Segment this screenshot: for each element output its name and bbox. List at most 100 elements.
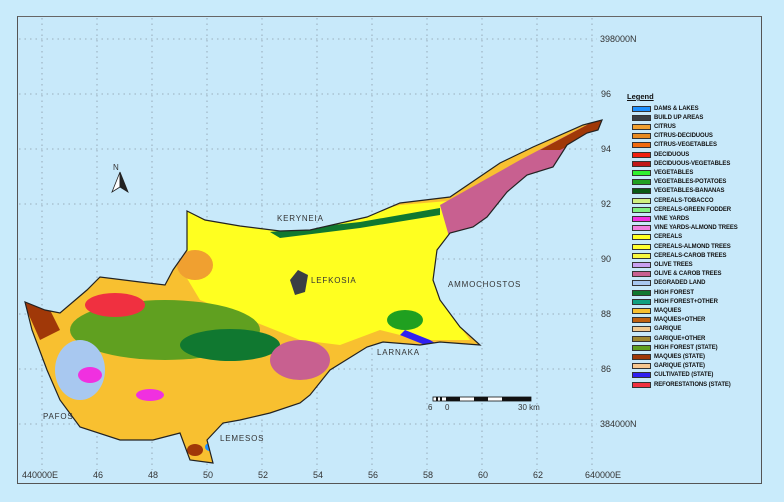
y-tick-label: 88 (601, 309, 612, 319)
legend-label: CITRUS-VEGETABLES (654, 142, 717, 149)
legend-label: BUILD UP AREAS (654, 114, 704, 121)
scale-label-zero: 0 (445, 403, 450, 412)
scale-bar (432, 396, 532, 402)
legend-swatch (632, 215, 651, 222)
coastline (24, 119, 603, 464)
legend-item: CITRUS (632, 122, 676, 131)
legend-swatch (632, 271, 651, 278)
legend-swatch (632, 363, 651, 370)
legend-label: VEGETABLES (654, 169, 694, 176)
legend-item: HIGH FOREST+OTHER (632, 297, 718, 306)
legend-swatch (632, 289, 651, 296)
north-arrow-icon (111, 171, 129, 193)
patch-citrus (177, 250, 213, 280)
x-tick-label: 54 (313, 470, 324, 480)
legend-swatch (632, 326, 651, 333)
legend-title: Legend (627, 92, 654, 101)
legend-swatch (632, 225, 651, 232)
legend-swatch (632, 142, 651, 149)
legend-label: CEREALS-CAROB TREES (654, 252, 727, 259)
patch-vine-yards-2 (136, 389, 164, 401)
y-tick-label: 384000N (600, 419, 637, 429)
legend-item: OLIVE & CAROB TREES (632, 270, 722, 279)
y-tick-label: 92 (601, 199, 612, 209)
place-label-lefkosia: LEFKOSIA (311, 276, 357, 285)
legend-label: VINE YARDS-ALMOND TREES (654, 225, 738, 232)
legend-item: GARIQUE (STATE) (632, 362, 705, 371)
legend-label: CEREALS-ALMOND TREES (654, 243, 731, 250)
y-tick-label: 398000N (600, 34, 637, 44)
legend-swatch (632, 151, 651, 158)
legend-item: GARIQUE+OTHER (632, 334, 705, 343)
patch-north-range (270, 208, 440, 238)
legend-item: REFORESTATIONS (STATE) (632, 380, 731, 389)
legend-item: MAQUIES (STATE) (632, 352, 705, 361)
legend-item: DECIDUOUS-VEGETABLES (632, 159, 730, 168)
legend-label: GARIQUE+OTHER (654, 335, 706, 342)
scale-label-left: 6 (428, 403, 433, 412)
legend-item: CEREALS-TOBACCO (632, 196, 714, 205)
legend-item: HIGH FOREST (STATE) (632, 343, 718, 352)
x-tick-label: 440000E (22, 470, 59, 480)
legend-label: MAQUIES+OTHER (654, 317, 706, 324)
legend-swatch (632, 114, 651, 121)
legend-swatch (632, 344, 651, 351)
legend-swatch (632, 243, 651, 250)
legend-item: BUILD UP AREAS (632, 113, 703, 122)
legend-swatch (632, 169, 651, 176)
patch-cultivated-state (400, 330, 440, 346)
place-label-larnaka: LARNAKA (377, 348, 420, 357)
y-tick-label: 94 (601, 144, 612, 154)
legend-swatch (632, 206, 651, 213)
legend-swatch (632, 298, 651, 305)
legend-label: GARIQUE (STATE) (654, 363, 705, 370)
legend-item: VEGETABLES (632, 168, 693, 177)
legend-item: CEREALS-GREEN FODDER (632, 205, 731, 214)
legend-label: DECIDUOUS-VEGETABLES (654, 160, 731, 167)
legend-item: VINE YARDS (632, 214, 689, 223)
legend-swatch (632, 261, 651, 268)
legend-swatch (632, 188, 651, 195)
legend-item: DAMS & LAKES (632, 104, 699, 113)
legend-swatch (632, 381, 651, 388)
place-label-lemesos: LEMESOS (220, 434, 265, 443)
x-tick-label: 62 (533, 470, 544, 480)
legend-label: REFORESTATIONS (STATE) (654, 381, 731, 388)
legend-item: CEREALS-ALMOND TREES (632, 242, 731, 251)
legend-label: VEGETABLES-BANANAS (654, 188, 725, 195)
legend-label: VEGETABLES-POTATOES (654, 179, 727, 186)
legend-swatch (632, 234, 651, 241)
x-tick-label: 60 (478, 470, 489, 480)
patch-akrotiri (187, 444, 203, 456)
place-label-keryneia: KERYNEIA (277, 214, 324, 223)
place-label-pafos: PAFOS (43, 412, 74, 421)
patch-olive-carob (440, 120, 602, 240)
patch-vine-yards (78, 367, 102, 383)
legend-swatch (632, 317, 651, 324)
x-tick-label: 56 (368, 470, 379, 480)
legend-label: VINE YARDS (654, 215, 690, 222)
x-tick-label: 46 (93, 470, 104, 480)
legend-item: VEGETABLES-BANANAS (632, 187, 725, 196)
legend-swatch (632, 133, 651, 140)
legend-item: VINE YARDS-ALMOND TREES (632, 224, 738, 233)
x-tick-label: 52 (258, 470, 269, 480)
legend-item: CEREALS-CAROB TREES (632, 251, 727, 260)
scale-label-end: 30 km (518, 403, 540, 412)
legend-label: CEREALS (654, 234, 682, 241)
legend-label: GARIQUE (654, 326, 682, 333)
legend-label: HIGH FOREST (654, 289, 694, 296)
legend-item: CITRUS-DECIDUOUS (632, 132, 713, 141)
legend-item: CITRUS-VEGETABLES (632, 141, 717, 150)
north-arrow-label: N (113, 163, 120, 172)
legend-label: MAQUIES (STATE) (654, 353, 705, 360)
legend-swatch (632, 160, 651, 167)
legend-item: OLIVE TREES (632, 260, 693, 269)
legend-swatch (632, 353, 651, 360)
legend-label: CITRUS (654, 123, 676, 130)
legend-item: DECIDUOUS (632, 150, 689, 159)
legend-label: CULTIVATED (STATE) (654, 372, 714, 379)
legend-swatch (632, 123, 651, 130)
patch-high-forest (180, 329, 280, 361)
